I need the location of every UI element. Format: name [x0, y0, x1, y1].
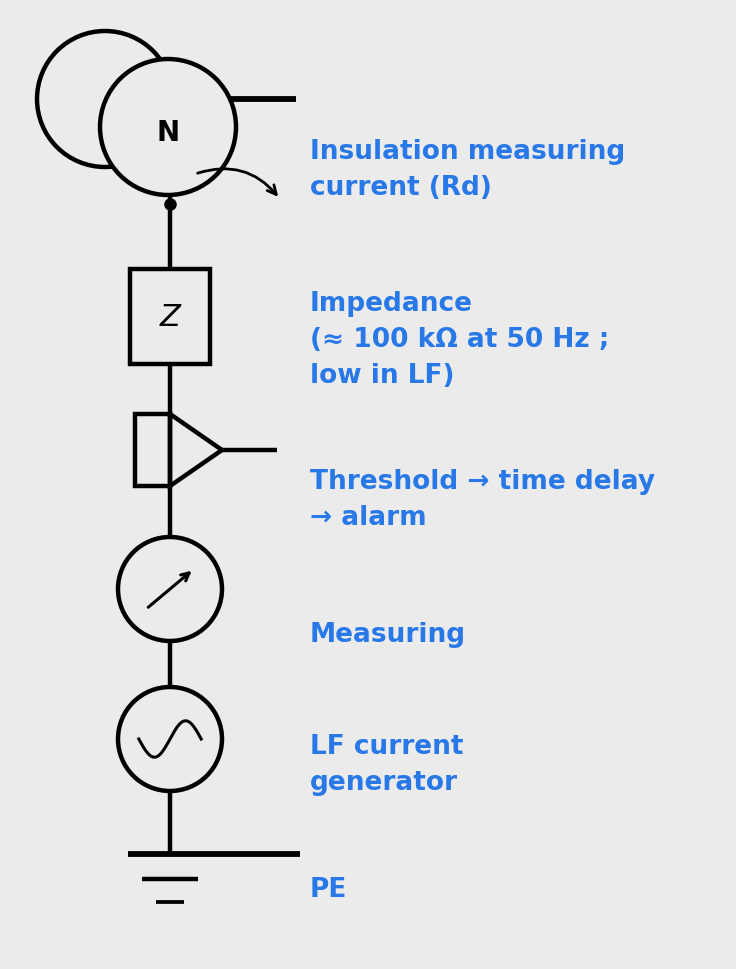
Circle shape	[100, 60, 236, 196]
FancyArrowPatch shape	[198, 170, 276, 196]
Text: Impedance
(≈ 100 kΩ at 50 Hz ;
low in LF): Impedance (≈ 100 kΩ at 50 Hz ; low in LF…	[310, 291, 609, 389]
Text: N: N	[157, 119, 180, 147]
Text: Measuring: Measuring	[310, 621, 466, 647]
Text: Z: Z	[160, 302, 180, 331]
Text: Insulation measuring
current (Rd): Insulation measuring current (Rd)	[310, 139, 626, 201]
Bar	[135, 415, 170, 486]
Text: Threshold → time delay
→ alarm: Threshold → time delay → alarm	[310, 469, 655, 530]
Text: LF current
generator: LF current generator	[310, 734, 464, 796]
Bar	[130, 269, 210, 364]
Text: PE: PE	[310, 876, 347, 902]
